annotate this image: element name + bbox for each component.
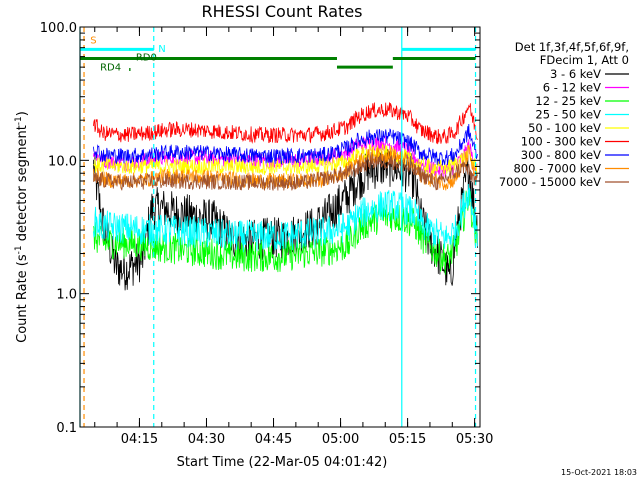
y-tick-label: 100.0 (40, 21, 77, 36)
x-axis-title: Start Time (22-Mar-05 04:01:42) (177, 455, 388, 470)
legend-label-300-800-kev: 300 - 800 keV (521, 148, 601, 162)
y-axis-title-sup1: -1 (14, 245, 24, 254)
x-tick-label: 05:30 (456, 432, 493, 447)
y-axis-title-end: ) (15, 111, 30, 116)
y-axis-title: Count Rate (s-1 detector segment-1) (14, 111, 30, 343)
y-tick-label: 1.0 (56, 288, 77, 303)
series-line-7000-15000-kev (93, 153, 478, 191)
series-line-12-25-kev (93, 190, 478, 275)
y-axis-title-base: Count Rate (s (15, 254, 30, 343)
annotation-rd0: RD0 (136, 53, 157, 64)
y-axis-title-mid: detector segment (15, 125, 30, 245)
series-line-25-50-kev (93, 183, 478, 253)
y-axis-title-sup2: -1 (14, 116, 24, 125)
legend-header-line-1: Det 1f,3f,4f,5f,6f,9f, (515, 40, 629, 54)
series-line-100-300-kev (93, 102, 478, 145)
legend-header-line-2: FDecim 1, Att 0 (540, 53, 629, 67)
tick-layer: 100.0 10.0 1.0 0.1 04:15 04:30 04:45 05:00 05:15… (40, 21, 494, 447)
annotation-rd4: RD4 (100, 63, 121, 74)
legend-label-7000-15000-kev: 7000 - 15000 keV (499, 175, 601, 189)
legend-label-3-6-kev: 3 - 6 keV (550, 67, 601, 81)
y-tick-label: 10.0 (48, 154, 77, 169)
x-tick-label: 04:45 (255, 432, 292, 447)
plot-frame (79, 26, 481, 428)
y-tick-label: 0.1 (56, 421, 77, 436)
legend-label-100-300-kev: 100 - 300 keV (521, 135, 601, 149)
x-tick-label: 04:15 (121, 432, 158, 447)
legend-label-12-25-kev: 12 - 25 keV (535, 94, 601, 108)
x-tick-label: 04:30 (188, 432, 225, 447)
chart-title: RHESSI Count Rates (202, 2, 363, 21)
legend-label-800-7000-kev: 800 - 7000 keV (513, 162, 601, 176)
legend: Det 1f,3f,4f,5f,6f,9f, FDecim 1, Att 0 3… (499, 40, 629, 189)
annotation-n: N (158, 44, 165, 55)
series-line-300-800-kev (93, 123, 478, 166)
legend-label-6-12-kev: 6 - 12 keV (543, 81, 601, 95)
x-tick-label: 05:00 (322, 432, 359, 447)
annotation-s: S (90, 36, 96, 47)
legend-label-25-50-kev: 25 - 50 keV (535, 108, 601, 122)
generation-timestamp: 15-Oct-2021 18:03 (561, 468, 637, 477)
series-layer (93, 102, 478, 291)
legend-label-50-100-kev: 50 - 100 keV (528, 121, 601, 135)
x-tick-label: 05:15 (389, 432, 426, 447)
